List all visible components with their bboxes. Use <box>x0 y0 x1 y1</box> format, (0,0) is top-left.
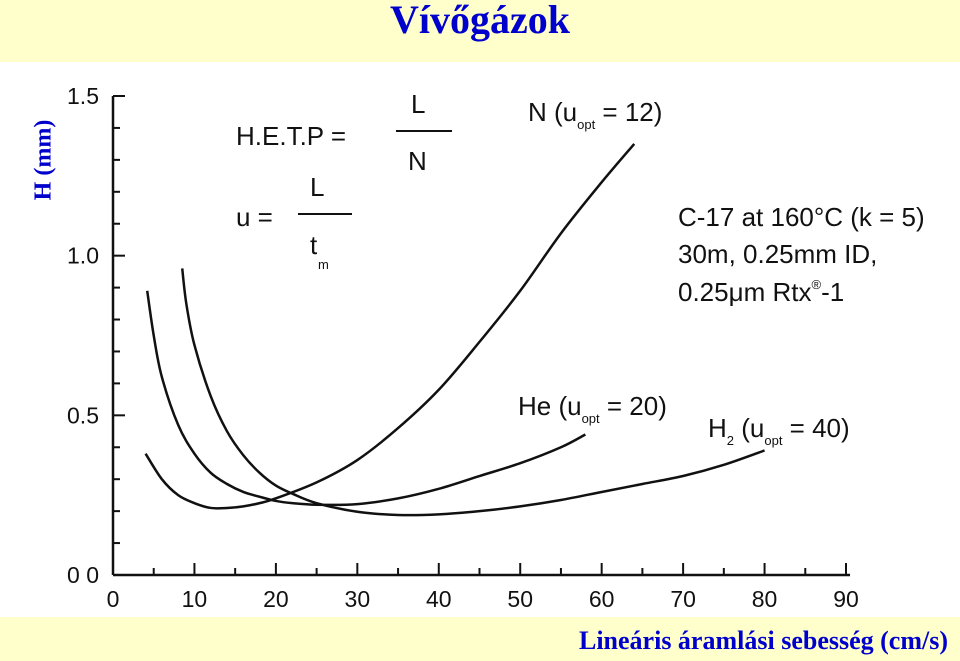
hetp-numerator: L <box>411 89 425 119</box>
u-denominator: t <box>310 230 318 260</box>
slide-title: Vívőgázok <box>390 0 570 42</box>
x-tick-label: 40 <box>426 586 452 612</box>
x-tick-label: 30 <box>345 586 371 612</box>
u-numerator: L <box>310 172 324 202</box>
x-tick-label: 60 <box>589 586 615 612</box>
u-denominator-subscript: m <box>318 257 329 272</box>
hetp-formula: H.E.T.P = L N <box>236 89 452 176</box>
series-label-hydrogen: H2 (uopt = 40) <box>708 413 850 448</box>
y-axis-title: H (mm) <box>30 119 57 201</box>
x-tick-label: 50 <box>507 586 533 612</box>
chart-axes: 0 10 20 30 40 50 60 70 80 90 0 0 0.5 1.0 1.5 <box>67 83 859 612</box>
y-tick-marks <box>113 95 125 576</box>
x-tick-label: 20 <box>263 586 289 612</box>
x-tick-label: 0 <box>107 586 120 612</box>
series-lines <box>144 143 765 517</box>
series-line-helium <box>145 290 586 507</box>
condition-line-1: C-17 at 160°C (k = 5) <box>678 202 925 232</box>
condition-line-2: 30m, 0.25mm ID, <box>678 239 877 269</box>
series-label-nitrogen: N (uopt = 12) <box>528 97 662 132</box>
y-tick-label: 0.5 <box>67 402 99 428</box>
y-tick-label: 1.5 <box>67 83 99 109</box>
x-tick-label: 70 <box>670 586 696 612</box>
x-tick-label: 90 <box>833 586 859 612</box>
velocity-formula: u = L t m <box>236 172 352 272</box>
hetp-denominator: N <box>408 146 427 176</box>
x-tick-label: 10 <box>182 586 208 612</box>
x-axis-title: Lineáris áramlási sebesség (cm/s) <box>578 626 948 655</box>
x-tick-label: 80 <box>752 586 778 612</box>
hetp-lhs: H.E.T.P = <box>236 121 346 151</box>
van-deemter-chart: 0 10 20 30 40 50 60 70 80 90 0 0 0.5 1.0 1.5 H.E.T.P… <box>0 62 960 617</box>
condition-line-3: 0.25μm Rtx®-1 <box>678 277 844 307</box>
u-lhs: u = <box>236 202 273 232</box>
series-line-hydrogen <box>180 268 765 517</box>
series-label-helium: He (uopt = 20) <box>518 391 667 426</box>
y-tick-label: 1.0 <box>67 243 99 269</box>
y-tick-label: 0 0 <box>67 562 99 588</box>
x-tick-marks <box>112 563 847 575</box>
chart-canvas: 0 10 20 30 40 50 60 70 80 90 0 0 0.5 1.0 1.5 H.E.T.P… <box>67 83 925 612</box>
y-tick-labels: 0 0 0.5 1.0 1.5 <box>67 83 99 588</box>
series-line-nitrogen <box>144 143 636 510</box>
column-conditions: C-17 at 160°C (k = 5) 30m, 0.25mm ID, 0.… <box>678 202 925 307</box>
x-tick-labels: 0 10 20 30 40 50 60 70 80 90 <box>107 586 859 612</box>
